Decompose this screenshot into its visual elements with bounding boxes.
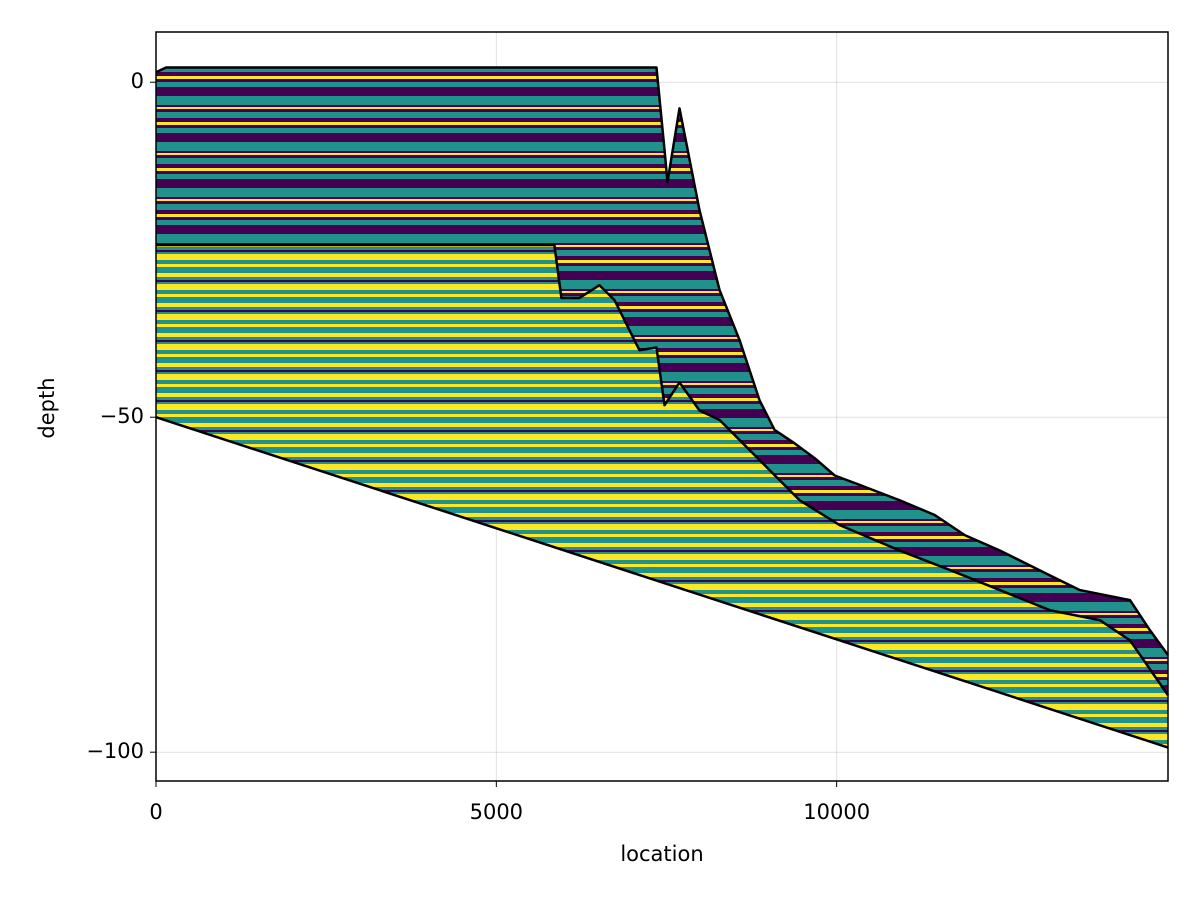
x-tick-label: 5000 (470, 800, 523, 824)
plot-frame (155, 31, 1169, 782)
boundary-line (155, 416, 1169, 749)
x-axis-label: location (620, 842, 703, 866)
y-axis-label: depth (35, 377, 59, 438)
x-tick-label: 10000 (803, 800, 870, 824)
y-tick-label: 0 (131, 69, 144, 93)
x-tick-label: 0 (149, 800, 162, 824)
y-tick-label: −100 (86, 739, 144, 763)
layer-fill (156, 245, 1168, 748)
boundary-line (156, 243, 1170, 696)
boundary-line (155, 66, 1170, 656)
y-tick-label: −50 (100, 404, 144, 428)
